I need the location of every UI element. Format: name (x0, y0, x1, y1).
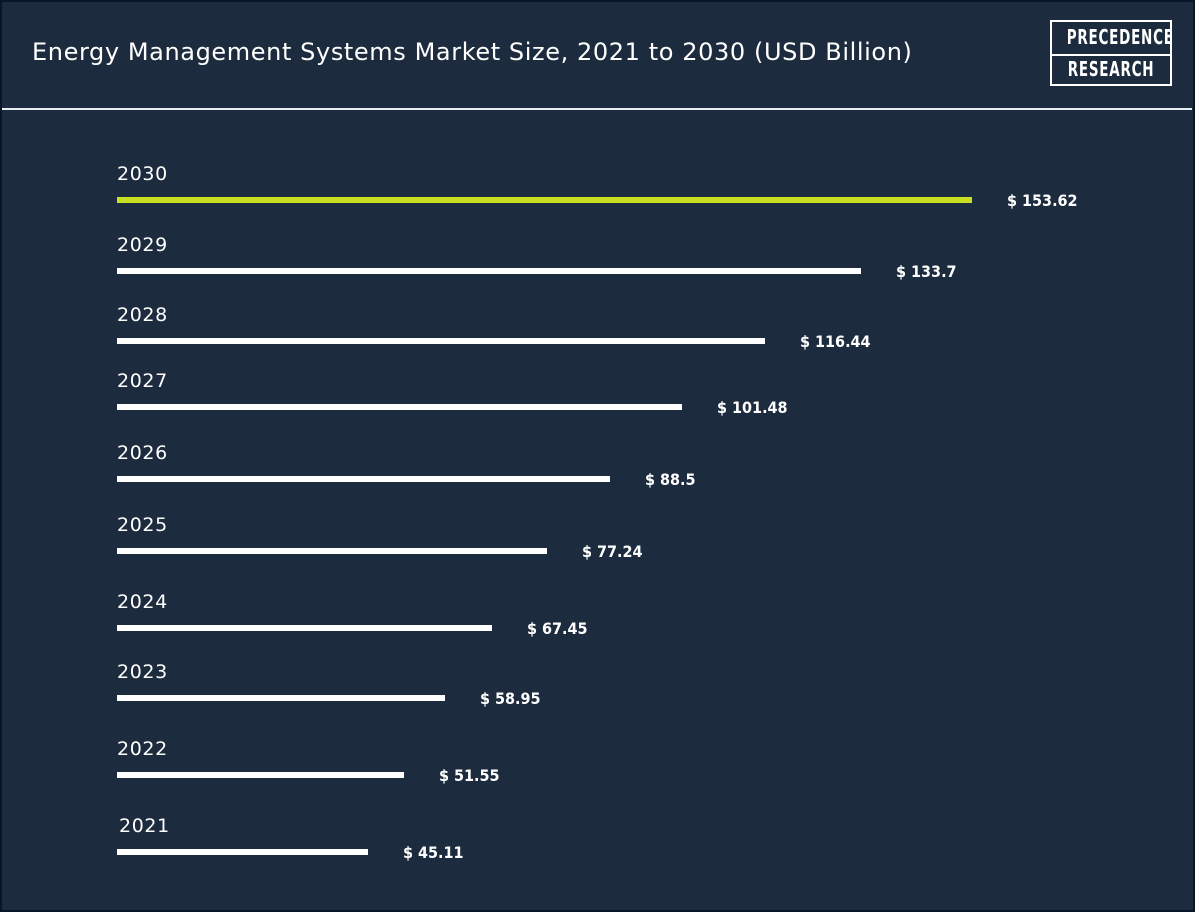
category-label-2022: 2022 (117, 738, 168, 760)
bar-2027 (117, 404, 682, 410)
bar-2029 (117, 268, 861, 274)
category-label-2030: 2030 (117, 163, 168, 185)
value-label-2027: $ 101.48 (717, 398, 788, 417)
bar-2026 (117, 476, 610, 482)
chart-title: Energy Management Systems Market Size, 2… (32, 38, 913, 66)
bar-2021 (117, 849, 368, 855)
value-label-2026: $ 88.5 (645, 470, 696, 489)
value-label-2023: $ 58.95 (480, 689, 541, 708)
value-label-2022: $ 51.55 (439, 766, 500, 785)
value-label-2029: $ 133.7 (896, 262, 957, 281)
category-label-2026: 2026 (117, 442, 168, 464)
category-label-2024: 2024 (117, 591, 168, 613)
value-label-2024: $ 67.45 (527, 619, 588, 638)
header: Energy Management Systems Market Size, 2… (2, 2, 1193, 110)
value-label-2025: $ 77.24 (582, 542, 643, 561)
category-label-2025: 2025 (117, 514, 168, 536)
value-label-2030: $ 153.62 (1007, 191, 1078, 210)
bar-2024 (117, 625, 492, 631)
category-label-2021: 2021 (119, 815, 170, 837)
bar-2028 (117, 338, 765, 344)
logo-divider (1052, 54, 1170, 56)
bar-2025 (117, 548, 547, 554)
value-label-2028: $ 116.44 (800, 332, 871, 351)
category-label-2027: 2027 (117, 370, 168, 392)
category-label-2028: 2028 (117, 304, 168, 326)
category-label-2029: 2029 (117, 234, 168, 256)
category-label-2023: 2023 (117, 661, 168, 683)
logo-line-2: RESEARCH (1067, 57, 1155, 81)
bar-2022 (117, 772, 404, 778)
bar-2023 (117, 695, 445, 701)
precedence-research-logo: PRECEDENCE RESEARCH (1050, 20, 1173, 86)
header-divider (2, 108, 1192, 110)
bar-2030 (117, 197, 972, 203)
value-label-2021: $ 45.11 (403, 843, 464, 862)
